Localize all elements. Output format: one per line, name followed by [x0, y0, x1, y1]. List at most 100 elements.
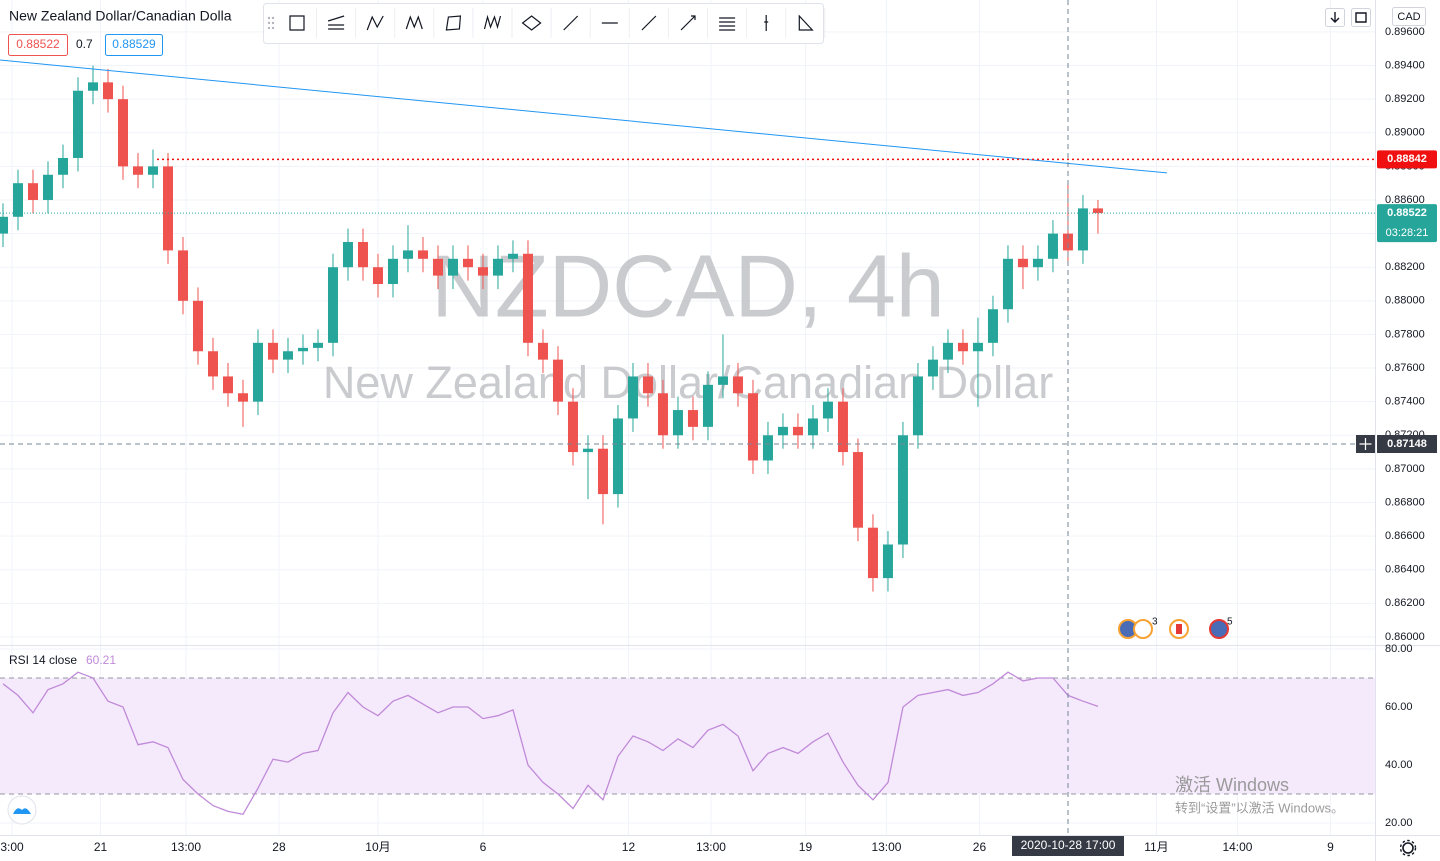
- candle-body: [567, 401, 578, 453]
- candle-body: [342, 242, 353, 268]
- toolbar-icon: [405, 15, 423, 30]
- watermark-layer: NZDCAD, 4h New Zealand Dollar/Canadian D…: [323, 236, 1053, 408]
- rsi-value: 60.21: [86, 653, 116, 667]
- candle-body: [732, 376, 743, 394]
- toolbar-icon: [563, 15, 579, 31]
- event-badge: 3: [1152, 617, 1158, 628]
- event-icons: 3 5: [1118, 617, 1233, 639]
- currency-box[interactable]: [1392, 7, 1426, 26]
- bid-box: [8, 34, 68, 56]
- toolbar-button[interactable]: [515, 6, 549, 40]
- toolbar-button[interactable]: [436, 6, 470, 40]
- rsi-line: [2, 671, 1099, 816]
- candle-body: [147, 166, 158, 175]
- candle-body: [657, 393, 668, 436]
- x-tick-label: 3:00: [0, 840, 24, 854]
- candle-body: [822, 401, 833, 419]
- x-tick-label: 28: [272, 840, 286, 854]
- toolbar-frame: [263, 3, 824, 44]
- candle-body: [1062, 233, 1073, 251]
- event-icon[interactable]: [1133, 619, 1153, 639]
- candle-body: [372, 267, 383, 285]
- toolbar-icon: [521, 15, 542, 31]
- candle-body: [717, 376, 728, 385]
- toolbar-icon: [483, 14, 502, 30]
- y-tick-label: 0.86600: [1385, 530, 1425, 542]
- candle-body: [522, 253, 533, 343]
- candle-body: [1032, 258, 1043, 268]
- toolbar-icon: [289, 15, 305, 31]
- candle-body: [12, 183, 23, 217]
- y-tick-label: 0.88200: [1385, 261, 1425, 273]
- toolbar-button[interactable]: [397, 6, 431, 40]
- candle-body: [312, 342, 323, 348]
- candle-body: [612, 418, 623, 495]
- candle-body: [42, 174, 53, 200]
- fullscreen-button[interactable]: [1351, 8, 1371, 27]
- candle-body: [132, 166, 143, 175]
- toolbar-button[interactable]: [280, 6, 314, 40]
- x-tick-label: 14:00: [1222, 840, 1252, 854]
- handle-dot: [271, 26, 275, 30]
- candle-body: [102, 82, 113, 100]
- candle-body: [327, 267, 338, 343]
- logo-cloud: [13, 808, 31, 814]
- candle-body: [852, 452, 863, 528]
- candle-body: [507, 253, 518, 259]
- candle-body: [747, 393, 758, 461]
- y-tick-label: 0.88600: [1385, 194, 1425, 206]
- candle-body: [867, 527, 878, 579]
- y-tick-label: 0.86200: [1385, 597, 1425, 609]
- y-tick-label: 80.00: [1385, 643, 1413, 655]
- candle-body: [402, 250, 413, 259]
- candle-body: [0, 216, 8, 234]
- candle-body: [627, 376, 638, 419]
- candle-body: [672, 410, 683, 436]
- event-icon[interactable]: [1209, 619, 1229, 639]
- candle-body: [777, 426, 788, 436]
- watermark-title: NZDCAD, 4h: [431, 236, 944, 335]
- candle-body: [957, 342, 968, 352]
- candle-body: [537, 342, 548, 360]
- settings-teeth: [1399, 839, 1417, 857]
- toolbar-handle: [267, 16, 275, 30]
- toolbar-button[interactable]: [710, 6, 744, 40]
- rsi-legend: RSI 14 close: [9, 653, 77, 667]
- toolbar-icon: [680, 15, 696, 31]
- drawing-toolbar: [263, 3, 826, 44]
- candle-body: [27, 183, 38, 200]
- y-tick-label: 0.87800: [1385, 328, 1425, 340]
- toolbar-button[interactable]: [319, 6, 353, 40]
- candle-body: [417, 250, 428, 259]
- candle-body: [702, 384, 713, 427]
- ask-box: [105, 34, 163, 56]
- candle-body: [72, 90, 83, 158]
- candle-body: [597, 448, 608, 495]
- y-tick-label: 0.89000: [1385, 127, 1425, 139]
- countdown: 03:28:21: [1386, 227, 1429, 239]
- toolbar-icon: [798, 14, 814, 31]
- alert-price-box: [1377, 150, 1437, 169]
- os-notice-title: 激活 Windows: [1175, 775, 1289, 795]
- candle-body: [267, 342, 278, 360]
- ask-price: 0.88529: [112, 37, 156, 51]
- handle-dot: [267, 26, 271, 30]
- candle-body: [882, 544, 893, 579]
- crosshair-time-label: 2020-10-28 17:00: [1021, 838, 1116, 852]
- handle-dot: [271, 21, 275, 25]
- alert-price-label: 0.88842: [1387, 153, 1427, 165]
- candle-body: [1092, 208, 1103, 214]
- candle-body: [282, 351, 293, 360]
- last-price-label: 0.88522: [1387, 207, 1427, 219]
- settings-icon[interactable]: [1402, 842, 1414, 854]
- candle-body: [432, 258, 443, 276]
- y-tick-label: 0.86800: [1385, 496, 1425, 508]
- x-tick-label: 13:00: [696, 840, 726, 854]
- spread: 0.7: [76, 37, 93, 51]
- candle-body: [207, 351, 218, 377]
- candle-body: [192, 300, 203, 352]
- toolbar-icon: [719, 17, 736, 31]
- y-tick-label: 0.87000: [1385, 463, 1425, 475]
- candle-body: [1017, 258, 1028, 268]
